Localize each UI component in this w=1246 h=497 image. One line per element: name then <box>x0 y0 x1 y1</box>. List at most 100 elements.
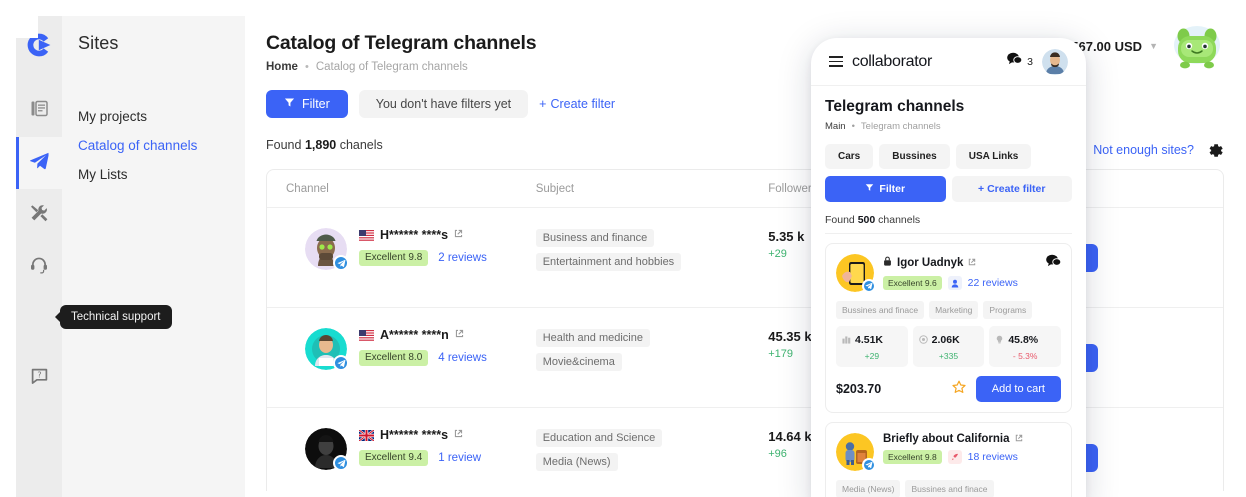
subject-tag: Movie&cinema <box>535 353 622 371</box>
mobile-card-rating-row: Excellent 9.8 18 reviews <box>883 450 1061 464</box>
results-count: Found 1,890 chanels <box>266 138 1224 152</box>
filter-toolbar: Filter You don't have filters yet + Crea… <box>266 90 1224 118</box>
channel-name[interactable]: A****** ****n <box>380 328 449 342</box>
breadcrumb-home[interactable]: Home <box>266 61 298 73</box>
saved-filter-usa-links[interactable]: USA Links <box>955 144 1032 169</box>
subject-tag: Entertainment and hobbies <box>535 253 682 271</box>
mobile-create-filter-button[interactable]: + Create filter <box>951 176 1072 202</box>
external-link-icon[interactable] <box>1015 433 1023 445</box>
mobile-found-suffix: channels <box>878 214 921 226</box>
mobile-card-footer: $203.70 Add to cart <box>836 376 1061 402</box>
projects-icon <box>30 99 49 123</box>
flag-icon-us <box>359 229 374 241</box>
subject-tag: Health and medicine <box>535 329 650 347</box>
avatar <box>305 228 349 271</box>
found-suffix: chanels <box>339 138 383 152</box>
mobile-channel-card[interactable]: Briefly about California Excellent 9.8 1… <box>825 422 1072 497</box>
filter-button[interactable]: Filter <box>266 90 348 118</box>
tools-icon <box>29 203 49 228</box>
channel-name[interactable]: H****** ****s <box>380 228 449 242</box>
external-link-icon[interactable] <box>454 429 463 441</box>
favorite-star-icon[interactable] <box>952 380 966 399</box>
status-badge: Excellent 8.0 <box>359 350 429 366</box>
funnel-icon <box>284 97 295 111</box>
external-link-icon[interactable] <box>968 257 976 269</box>
mobile-channel-card[interactable]: Igor Uadnyk <box>825 243 1072 413</box>
balance-dropdown[interactable]: 567.00 USD ▼ <box>1071 39 1158 54</box>
mobile-filter-button[interactable]: Filter <box>825 176 946 202</box>
avatar <box>305 328 349 371</box>
sidebar-item-catalog-of-channels[interactable]: Catalog of channels <box>78 138 198 153</box>
price: $203.70 <box>836 382 882 396</box>
rail-item-tools[interactable] <box>16 189 62 241</box>
plus-icon: + <box>539 97 547 111</box>
column-header-channel: Channel <box>267 170 536 208</box>
mobile-card-name[interactable]: Igor Uadnyk <box>897 256 964 269</box>
sidebar-item-my-projects[interactable]: My projects <box>78 109 148 124</box>
messages-indicator[interactable]: 3 <box>1007 52 1033 71</box>
mobile-card-name[interactable]: Briefly about California <box>883 433 1010 445</box>
external-link-icon[interactable] <box>454 229 463 241</box>
question-chat-icon: ? <box>30 367 49 391</box>
external-link-icon[interactable] <box>455 329 464 341</box>
add-to-cart-button[interactable]: Add to cart <box>975 376 1061 402</box>
cell-channel: A****** ****n Excellent 8.0 4 reviews <box>267 307 536 408</box>
hamburger-menu-icon[interactable] <box>829 56 843 67</box>
telegram-badge-icon <box>333 355 349 371</box>
subject-tag: Media (News) <box>535 453 618 471</box>
channel-name[interactable]: H****** ****s <box>380 428 449 442</box>
create-filter-link[interactable]: + Create filter <box>539 97 615 111</box>
app-logo[interactable] <box>16 16 62 74</box>
stat-value: 4.51K <box>855 334 884 346</box>
avatar <box>836 254 876 293</box>
mobile-card-stats: 4.51K +29 2.06K +335 <box>836 326 1062 367</box>
stat-delta: +335 <box>938 351 959 361</box>
user-avatar[interactable] <box>1042 48 1068 75</box>
telegram-badge-icon <box>333 255 349 271</box>
page-title: Catalog of Telegram channels <box>266 32 537 54</box>
not-enough-sites-link[interactable]: Not enough sites? <box>1093 143 1194 157</box>
verified-person-icon <box>947 276 962 290</box>
reviews-link[interactable]: 2 reviews <box>438 252 487 264</box>
messages-count: 3 <box>1027 55 1033 68</box>
rail-item-technical-support[interactable]: ? <box>16 353 62 405</box>
mobile-found-count: 500 <box>857 214 876 226</box>
followers-value: 45.35 k <box>768 329 812 344</box>
card-tag: Marketing <box>929 301 979 319</box>
subject-tag: Business and finance <box>535 229 655 247</box>
mobile-preview-phone: collaborator 3 <box>811 38 1086 497</box>
saved-filter-bussines[interactable]: Bussines <box>879 144 950 169</box>
rail-item-telegram-catalog[interactable] <box>16 137 62 189</box>
stat-engagement: 45.8% - 5.3% <box>989 326 1062 367</box>
followers-value: 5.35 k <box>768 229 805 244</box>
stat-value: 45.8% <box>1008 334 1039 346</box>
rail-item-projects[interactable] <box>16 85 62 137</box>
mobile-card-tags: Media (News) Bussines and finace <box>836 480 1061 497</box>
telegram-badge-icon <box>333 455 349 471</box>
reviews-link[interactable]: 18 reviews <box>967 451 1018 463</box>
lock-icon <box>883 256 892 269</box>
reviews-link[interactable]: 4 reviews <box>438 352 487 364</box>
flag-icon-gb <box>358 428 375 442</box>
reviews-link[interactable]: 1 review <box>438 452 482 464</box>
saved-filter-cars[interactable]: Cars <box>825 144 874 169</box>
icon-rail: ? <box>16 16 62 497</box>
mobile-found-prefix: Found <box>825 214 855 226</box>
funnel-icon <box>865 183 874 195</box>
status-badge: Excellent 9.8 <box>359 250 429 266</box>
engagement-icon <box>995 331 1004 349</box>
reviews-link[interactable]: 22 reviews <box>967 277 1018 289</box>
breadcrumb-separator: • <box>304 61 309 73</box>
chat-bubble-icon <box>1007 52 1023 71</box>
mascot-avatar[interactable] <box>1170 25 1224 69</box>
gear-icon[interactable] <box>1207 142 1224 164</box>
mobile-card-name-row: Igor Uadnyk <box>883 254 1062 271</box>
rail-item-support[interactable] <box>16 241 62 293</box>
status-badge: Excellent 9.4 <box>359 450 429 466</box>
cell-channel: H****** ****s Excellent 9.8 2 reviews <box>267 207 536 308</box>
rocket-icon <box>947 450 962 464</box>
card-chat-icon[interactable] <box>1046 254 1062 271</box>
mobile-breadcrumb-main[interactable]: Main <box>825 121 846 132</box>
sidebar-item-my-lists[interactable]: My Lists <box>78 167 128 182</box>
status-badge: Excellent 9.6 <box>883 276 942 290</box>
